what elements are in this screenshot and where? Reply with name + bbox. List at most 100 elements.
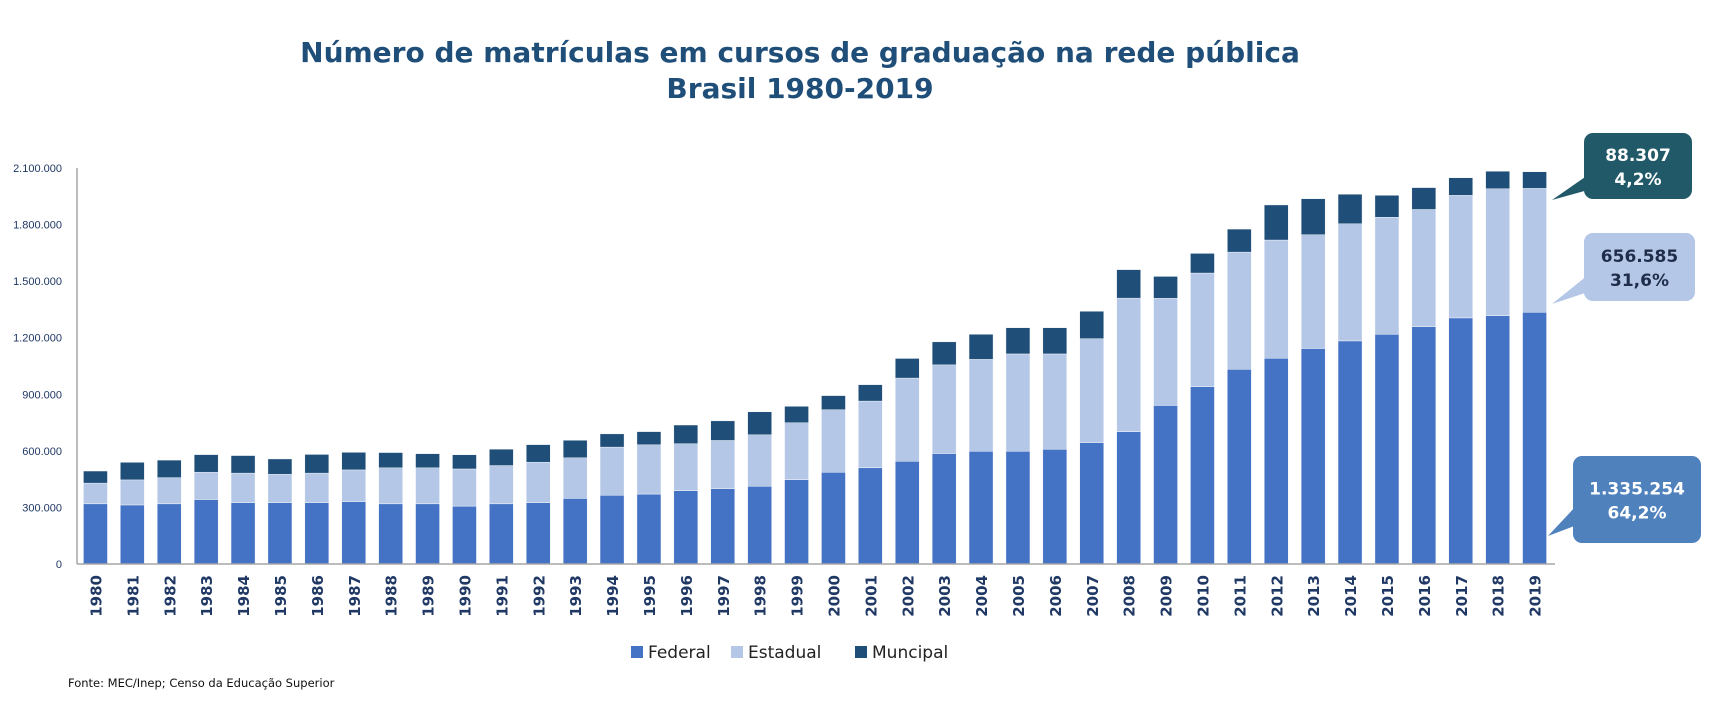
callout-pointer bbox=[1552, 275, 1588, 304]
bar-estadual-1999 bbox=[784, 422, 809, 480]
bar-muncipal-2000 bbox=[821, 395, 846, 410]
bar-federal-1998 bbox=[747, 486, 772, 565]
bar-federal-1983 bbox=[193, 499, 219, 565]
bar-estadual-1985 bbox=[267, 474, 293, 503]
x-tick-label: 2016 bbox=[1416, 575, 1434, 617]
bar-federal-1984 bbox=[230, 502, 256, 565]
callout-pointer bbox=[1552, 175, 1588, 200]
bar-federal-2009 bbox=[1153, 405, 1178, 565]
callout-box-estadual bbox=[1584, 233, 1695, 301]
bar-muncipal-1994 bbox=[599, 433, 625, 448]
bar-estadual-1998 bbox=[747, 434, 772, 487]
x-tick-label: 1986 bbox=[309, 575, 327, 617]
bar-muncipal-1991 bbox=[489, 448, 514, 466]
bar-muncipal-2003 bbox=[931, 341, 957, 366]
bar-muncipal-1997 bbox=[710, 420, 735, 441]
y-tick-label: 900.000 bbox=[22, 389, 62, 401]
bar-federal-1993 bbox=[562, 498, 588, 565]
bar-estadual-1982 bbox=[157, 477, 182, 505]
chart-subtitle: Brasil 1980-2019 bbox=[666, 72, 933, 105]
x-tick-label: 1989 bbox=[420, 575, 438, 617]
bar-estadual-1984 bbox=[230, 472, 256, 503]
x-tick-label: 2004 bbox=[973, 575, 991, 617]
bar-federal-1982 bbox=[157, 503, 182, 565]
bar-muncipal-2002 bbox=[895, 358, 920, 379]
legend-swatch-muncipal bbox=[855, 646, 867, 658]
bar-federal-1992 bbox=[526, 502, 551, 565]
bar-muncipal-2019 bbox=[1522, 171, 1547, 189]
x-tick-label: 2005 bbox=[1010, 575, 1028, 617]
bar-federal-2015 bbox=[1374, 334, 1400, 565]
bar-muncipal-2004 bbox=[968, 334, 994, 360]
bar-muncipal-2009 bbox=[1153, 276, 1178, 299]
bar-federal-2016 bbox=[1411, 326, 1437, 565]
x-tick-label: 1996 bbox=[678, 575, 696, 617]
x-tick-label: 1999 bbox=[789, 575, 807, 617]
bar-muncipal-2008 bbox=[1116, 269, 1141, 299]
bar-estadual-2012 bbox=[1264, 239, 1289, 359]
legend-label-muncipal: Muncipal bbox=[872, 643, 948, 663]
y-tick-label: 1.200.000 bbox=[13, 333, 62, 345]
bar-federal-2004 bbox=[968, 451, 994, 565]
callout-value: 656.585 bbox=[1601, 247, 1678, 267]
bar-estadual-2001 bbox=[858, 400, 883, 469]
bar-muncipal-1981 bbox=[120, 462, 145, 481]
bar-estadual-2007 bbox=[1079, 338, 1104, 443]
x-tick-label: 2003 bbox=[936, 575, 954, 617]
bar-estadual-2002 bbox=[895, 377, 920, 462]
bar-muncipal-1983 bbox=[193, 454, 219, 473]
x-tick-label: 1991 bbox=[493, 575, 511, 617]
bar-federal-2014 bbox=[1337, 340, 1363, 565]
y-tick-label: 600.000 bbox=[22, 446, 62, 458]
y-tick-label: 0 bbox=[56, 559, 62, 571]
bar-muncipal-2006 bbox=[1042, 327, 1068, 355]
x-tick-label: 1987 bbox=[346, 575, 364, 617]
bar-federal-2019 bbox=[1522, 312, 1547, 565]
bar-muncipal-1999 bbox=[784, 406, 809, 423]
x-tick-label: 2006 bbox=[1047, 575, 1065, 617]
bar-estadual-1993 bbox=[562, 457, 588, 499]
x-tick-label: 2019 bbox=[1527, 575, 1545, 617]
bar-estadual-2004 bbox=[968, 359, 994, 452]
bar-muncipal-2015 bbox=[1374, 195, 1400, 218]
bar-muncipal-2010 bbox=[1190, 253, 1215, 274]
bar-estadual-1987 bbox=[341, 469, 366, 502]
bar-federal-2006 bbox=[1042, 448, 1068, 565]
x-tick-label: 2013 bbox=[1305, 575, 1323, 617]
bar-muncipal-2013 bbox=[1300, 198, 1326, 235]
callout-box-federal bbox=[1573, 456, 1701, 543]
bar-muncipal-1998 bbox=[747, 411, 772, 436]
callout-box-muncipal bbox=[1584, 133, 1692, 199]
bar-federal-1991 bbox=[489, 503, 514, 565]
bar-muncipal-1986 bbox=[304, 454, 330, 474]
x-tick-label: 1995 bbox=[641, 575, 659, 617]
x-tick-label: 1998 bbox=[752, 575, 770, 617]
bar-federal-1996 bbox=[673, 490, 699, 565]
y-tick-label: 300.000 bbox=[22, 502, 62, 514]
bar-muncipal-1996 bbox=[673, 424, 699, 444]
bar-estadual-2013 bbox=[1300, 234, 1326, 349]
bar-muncipal-1987 bbox=[341, 452, 366, 471]
bar-federal-1989 bbox=[415, 503, 440, 565]
bar-federal-2002 bbox=[895, 461, 920, 565]
bar-federal-2003 bbox=[931, 453, 957, 565]
bar-estadual-1994 bbox=[599, 446, 625, 496]
bar-muncipal-1989 bbox=[415, 453, 440, 469]
bar-estadual-2003 bbox=[931, 364, 957, 454]
bar-muncipal-2017 bbox=[1448, 177, 1473, 196]
x-tick-label: 2002 bbox=[899, 575, 917, 617]
x-tick-label: 1997 bbox=[715, 575, 733, 617]
bar-federal-1994 bbox=[599, 494, 625, 565]
bar-muncipal-2005 bbox=[1005, 327, 1031, 355]
bar-estadual-2000 bbox=[821, 409, 846, 473]
bar-federal-2013 bbox=[1300, 348, 1326, 565]
bar-federal-1990 bbox=[452, 505, 477, 565]
bar-muncipal-2012 bbox=[1264, 204, 1289, 241]
bar-estadual-2016 bbox=[1411, 209, 1437, 327]
x-tick-label: 1982 bbox=[161, 575, 179, 617]
bar-muncipal-1993 bbox=[562, 440, 588, 459]
bar-estadual-1995 bbox=[636, 444, 662, 495]
x-tick-label: 2008 bbox=[1121, 575, 1139, 617]
bar-federal-1999 bbox=[784, 479, 809, 565]
bar-federal-2007 bbox=[1079, 442, 1104, 565]
